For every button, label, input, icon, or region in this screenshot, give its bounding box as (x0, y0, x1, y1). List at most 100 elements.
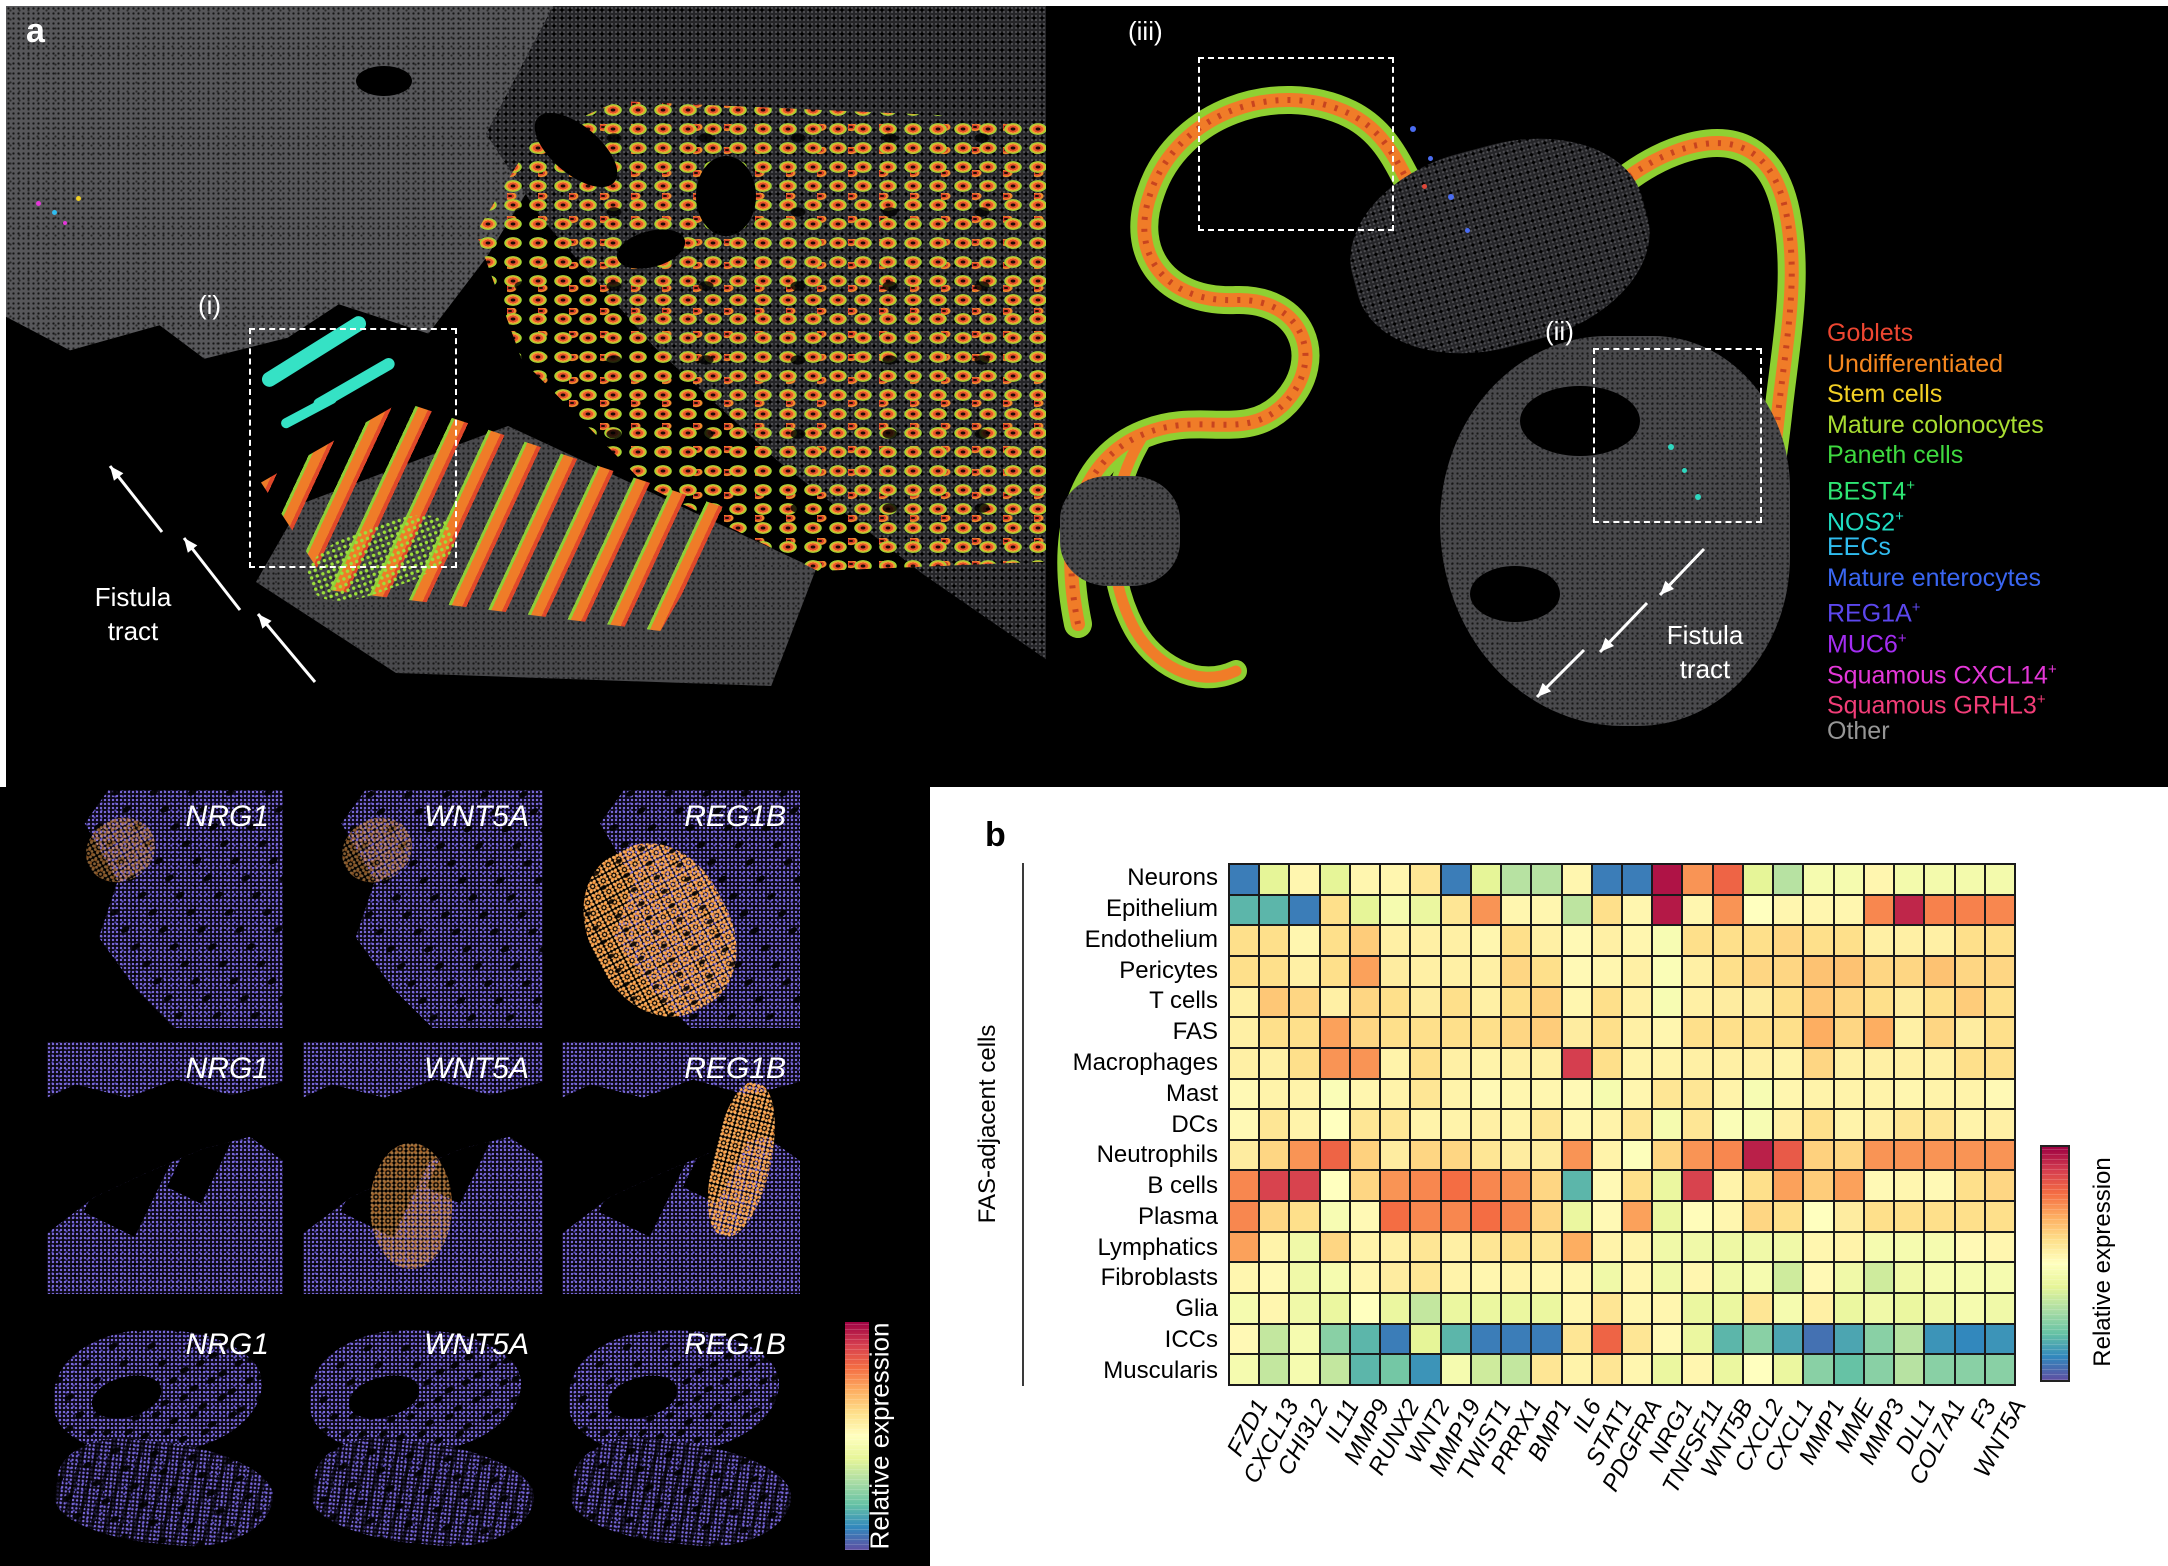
heatmap-cell (1683, 1294, 1712, 1323)
heatmap-cell (1743, 987, 1773, 1017)
fistula-line2: tract (1679, 654, 1731, 684)
heatmap-cell (1471, 1171, 1501, 1201)
heatmap-cell (1411, 1018, 1440, 1047)
heatmap-cell (1895, 1079, 1924, 1109)
heatmap-cell (1381, 1355, 1410, 1384)
heatmap-cell (1623, 1048, 1652, 1078)
ish-gene-label: WNT5A (424, 1328, 529, 1361)
heatmap-cell (1471, 1140, 1501, 1170)
heatmap-cell (1532, 895, 1561, 925)
heatmap-cell (1562, 865, 1591, 894)
heatmap-cell (1290, 1263, 1319, 1293)
heatmap-cell (1713, 1140, 1742, 1170)
heatmap-cell (1320, 1140, 1349, 1170)
heatmap-cell (1532, 1048, 1561, 1078)
heatmap-cell (1441, 1232, 1470, 1262)
heatmap-row-label: Mast (1165, 1079, 1218, 1107)
heatmap-cell (1713, 1232, 1742, 1262)
reg1a-speck (1428, 156, 1433, 161)
heatmap-cell (1230, 1079, 1259, 1109)
heatmap-cell (1895, 1324, 1924, 1354)
heatmap-cell (1381, 1048, 1410, 1078)
ish-panel-ii-reg1b: REG1B (562, 1042, 800, 1294)
heatmap-cell (1441, 1355, 1470, 1384)
heatmap-cell (1230, 1140, 1259, 1170)
heatmap-cell (1350, 1018, 1380, 1047)
heatmap-cell (1834, 895, 1863, 925)
heatmap-cell (1381, 865, 1410, 894)
heatmap-cell (1502, 1048, 1531, 1078)
heatmap-cell (1562, 926, 1591, 955)
heatmap-cell (1441, 1324, 1470, 1354)
heatmap-cell (1532, 1202, 1561, 1231)
heatmap-cell (1381, 1140, 1410, 1170)
heatmap-cell (1230, 1355, 1259, 1384)
heatmap-cell (1230, 1202, 1259, 1231)
legend-item-label: REG1A (1827, 599, 1912, 628)
heatmap-cell (1260, 926, 1289, 955)
heatmap-cell (1623, 1202, 1652, 1231)
heatmap-cell (1350, 1110, 1380, 1139)
heatmap-cell (1623, 1110, 1652, 1139)
heatmap-row-label: Pericytes (1119, 956, 1218, 984)
heatmap-cell (1804, 1294, 1833, 1323)
heatmap-cell (1441, 1110, 1470, 1139)
heatmap-cell (1471, 1018, 1501, 1047)
heatmap-cell (1592, 1324, 1621, 1354)
heatmap-cell (1985, 1324, 2014, 1354)
heatmap-cell (1683, 895, 1712, 925)
heatmap-cell (1804, 1079, 1833, 1109)
heatmap-cell (1743, 1018, 1773, 1047)
heatmap-cell (1260, 1294, 1289, 1323)
heatmap-y-axis-line (1022, 863, 1024, 1386)
heatmap-cell (1864, 1324, 1894, 1354)
heatmap-cell (1864, 1232, 1894, 1262)
heatmap-cell (1230, 895, 1259, 925)
heatmap-cell (1320, 1202, 1349, 1231)
heatmap-cell (1350, 1048, 1380, 1078)
ish-panel-iii-wnt5a: WNT5A (303, 1318, 543, 1556)
heatmap-cell (1743, 1171, 1773, 1201)
heatmap-cell (1774, 1232, 1803, 1262)
heatmap-cell (1411, 1294, 1440, 1323)
heatmap-cell (1320, 1079, 1349, 1109)
heatmap-cell (1653, 926, 1682, 955)
heatmap-cell (1411, 865, 1440, 894)
heatmap-cell (1381, 1202, 1410, 1231)
heatmap-cell (1320, 1263, 1349, 1293)
heatmap-cell (1320, 1110, 1349, 1139)
heatmap-cell (1774, 1140, 1803, 1170)
reg1a-speck (1465, 228, 1470, 233)
heatmap-cell (1864, 1018, 1894, 1047)
heatmap-cell (1774, 1171, 1803, 1201)
heatmap-cell (1653, 1018, 1682, 1047)
legend-item-label: EECs (1827, 533, 1891, 562)
heatmap-cell (1381, 956, 1410, 986)
heatmap-cell (1985, 895, 2014, 925)
tissue-void (1470, 566, 1560, 622)
heatmap-cell (1411, 1140, 1440, 1170)
heatmap-cell (1955, 895, 1984, 925)
legend-item-squamous-grhl3: Squamous GRHL3+ (1827, 685, 2167, 719)
heatmap-cell (1804, 865, 1833, 894)
heatmap-cell (1653, 1048, 1682, 1078)
heatmap-row-label: Fibroblasts (1100, 1264, 1218, 1292)
heatmap-cell (1502, 895, 1531, 925)
heatmap-cell (1925, 1110, 1954, 1139)
heatmap-cell (1411, 1202, 1440, 1231)
heatmap-cell (1653, 895, 1682, 925)
roi-label-ii: (ii) (1545, 316, 1574, 346)
heatmap-grid (1228, 863, 2016, 1386)
heatmap-cell (1683, 1263, 1712, 1293)
heatmap-cell (1743, 1355, 1773, 1384)
heatmap-cell (1290, 987, 1319, 1017)
legend-item-eecs: EECs (1827, 532, 2167, 563)
heatmap-cell (1592, 1079, 1621, 1109)
heatmap-cell (1774, 865, 1803, 894)
heatmap-cell (1623, 1171, 1652, 1201)
heatmap-cell (1713, 1171, 1742, 1201)
legend-item-label: Mature enterocytes (1827, 563, 2041, 592)
heatmap-cell (1441, 1263, 1470, 1293)
heatmap-cell (1774, 1355, 1803, 1384)
spatial-map-right-tissue (1050, 6, 1810, 787)
